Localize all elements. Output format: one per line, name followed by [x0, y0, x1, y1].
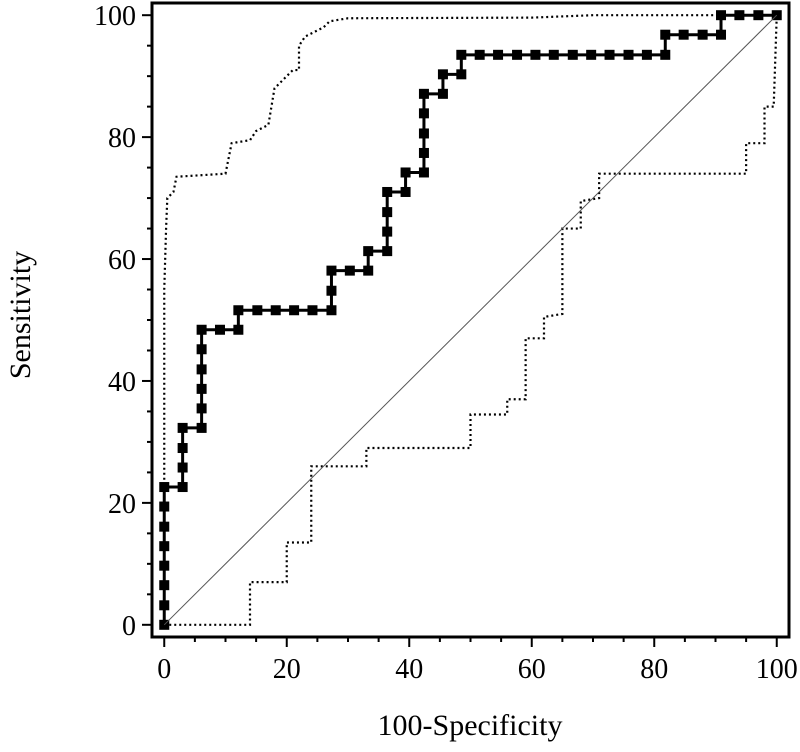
roc-point-marker — [623, 49, 634, 60]
roc-point-marker — [159, 482, 170, 493]
roc-point-marker — [159, 541, 170, 552]
roc-point-marker — [159, 600, 170, 611]
x-tick-label: 40 — [395, 654, 423, 685]
roc-point-marker — [307, 305, 318, 316]
roc-point-marker — [474, 49, 485, 60]
axes-layer: 0 20 40 60 80 100 0 20 40 60 80 100 — [94, 1, 798, 685]
roc-point-marker — [363, 246, 374, 257]
roc-point-marker — [697, 29, 708, 40]
roc-point-marker — [177, 422, 188, 433]
roc-point-marker — [363, 265, 374, 276]
roc-point-marker — [196, 364, 207, 375]
roc-point-marker — [586, 49, 597, 60]
roc-point-marker — [437, 88, 448, 99]
roc-point-marker — [456, 49, 467, 60]
roc-point-marker — [678, 29, 689, 40]
roc-point-marker — [382, 207, 393, 218]
roc-point-marker — [177, 443, 188, 454]
roc-point-marker — [196, 324, 207, 335]
reference-diagonal-line — [163, 14, 778, 626]
roc-point-marker — [753, 10, 764, 21]
roc-point-marker — [233, 305, 244, 316]
roc-point-marker — [400, 167, 411, 178]
x-tick-label: 100 — [756, 654, 798, 685]
roc-point-marker — [734, 10, 745, 21]
roc-point-marker — [196, 344, 207, 355]
roc-point-marker — [159, 560, 170, 571]
roc-point-marker — [196, 383, 207, 394]
roc-point-marker — [289, 305, 300, 316]
confidence-bound-line-2 — [164, 15, 778, 626]
roc-point-marker — [418, 167, 429, 178]
roc-point-marker — [437, 69, 448, 80]
y-axis-label: Sensitivity — [4, 251, 37, 379]
x-tick-label: 60 — [518, 654, 546, 685]
roc-point-marker — [716, 29, 727, 40]
roc-point-marker — [344, 265, 355, 276]
y-tick-label: 80 — [108, 123, 136, 154]
confidence-bound-line-1 — [163, 14, 777, 625]
roc-point-marker — [418, 128, 429, 139]
roc-point-marker — [233, 324, 244, 335]
roc-point-marker — [382, 186, 393, 197]
roc-point-marker — [641, 49, 652, 60]
roc-point-marker — [418, 108, 429, 119]
y-tick-label: 60 — [108, 245, 136, 276]
roc-point-marker — [196, 422, 207, 433]
roc-point-marker — [660, 29, 671, 40]
roc-point-marker — [716, 10, 727, 21]
roc-point-marker — [177, 482, 188, 493]
roc-point-marker — [456, 69, 467, 80]
roc-point-marker — [512, 49, 523, 60]
roc-point-marker — [177, 462, 188, 473]
y-tick-label: 20 — [108, 489, 136, 520]
roc-point-marker — [400, 186, 411, 197]
roc-point-marker — [530, 49, 541, 60]
y-tick-label: 100 — [94, 1, 136, 32]
roc-point-marker — [418, 88, 429, 99]
roc-point-marker — [326, 285, 337, 296]
roc-point-marker — [159, 580, 170, 591]
series-layer — [159, 10, 782, 630]
roc-point-marker — [660, 49, 671, 60]
roc-point-marker — [382, 246, 393, 257]
x-tick-label: 80 — [640, 654, 668, 685]
roc-point-marker — [270, 305, 281, 316]
roc-point-marker — [548, 49, 559, 60]
x-tick-label: 20 — [273, 654, 301, 685]
roc-point-marker — [252, 305, 263, 316]
roc-point-marker — [382, 226, 393, 237]
roc-point-marker — [567, 49, 578, 60]
roc-point-marker — [196, 403, 207, 414]
roc-point-marker — [493, 49, 504, 60]
x-axis-label: 100-Specificity — [378, 709, 563, 742]
roc-point-marker — [159, 521, 170, 532]
roc-point-marker — [159, 501, 170, 512]
roc-point-marker — [418, 147, 429, 158]
roc-point-marker — [326, 305, 337, 316]
y-tick-label: 0 — [122, 611, 136, 642]
roc-point-marker — [604, 49, 615, 60]
roc-point-marker — [326, 265, 337, 276]
x-tick-label: 0 — [157, 654, 171, 685]
roc-point-marker — [214, 324, 225, 335]
y-tick-label: 40 — [108, 367, 136, 398]
